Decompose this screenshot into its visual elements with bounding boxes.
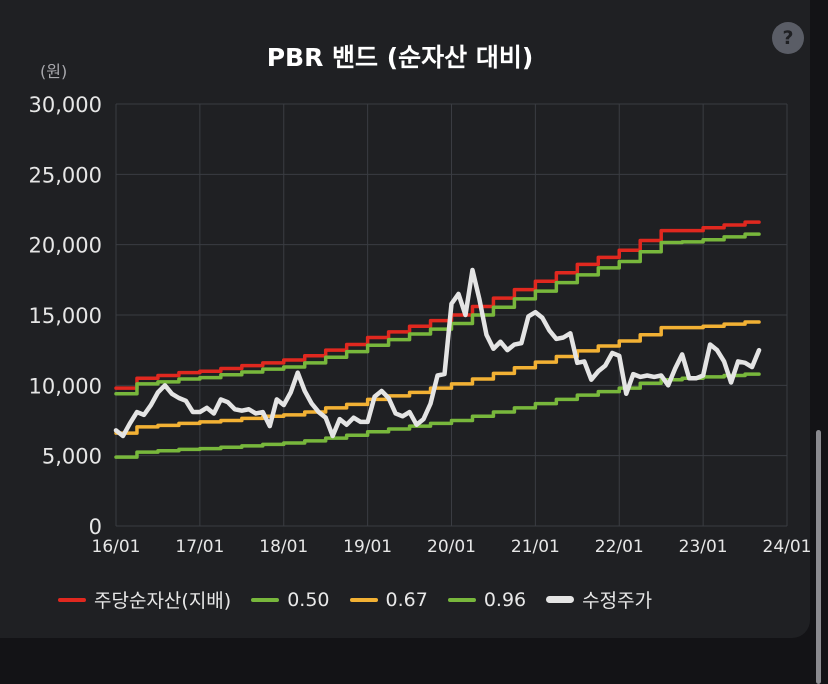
legend-label-pbr-096: 0.96	[483, 588, 527, 611]
y-tick-label: 5,000	[42, 445, 102, 469]
legend-swatch-pbr-050	[251, 597, 280, 602]
x-tick-label: 17/01	[175, 537, 224, 557]
chart-card	[0, 0, 810, 638]
x-tick-label: 16/01	[92, 537, 141, 557]
series-line-2	[114, 320, 761, 435]
help-icon[interactable]: ?	[772, 22, 804, 54]
y-tick-label: 10,000	[29, 374, 102, 398]
legend-label-pbr-067: 0.67	[385, 588, 428, 611]
legend-label-bps: 주당순자산(지배)	[94, 590, 232, 612]
y-tick-label: 15,000	[29, 304, 102, 328]
series-line-3	[114, 232, 761, 396]
legend-swatch-adjusted-price	[546, 596, 575, 603]
legend: 주당순자산(지배) 0.50 0.67 0.96 수정주가	[58, 586, 672, 613]
y-axis-unit: (원)	[40, 62, 68, 81]
x-tick-label: 23/01	[679, 537, 728, 557]
legend-item-adjusted-price[interactable]: 수정주가	[546, 586, 652, 613]
legend-label-adjusted-price: 수정주가	[582, 590, 653, 612]
y-tick-label: 30,000	[29, 93, 102, 117]
series-line-0	[114, 220, 761, 390]
x-tick-label: 18/01	[259, 537, 308, 557]
legend-item-pbr-096[interactable]: 0.96	[447, 588, 527, 611]
y-tick-label: 20,000	[29, 234, 102, 258]
x-tick-label: 24/01	[763, 537, 812, 557]
legend-swatch-pbr-067	[349, 597, 378, 602]
x-tick-label: 19/01	[343, 537, 392, 557]
legend-item-pbr-050[interactable]: 0.50	[251, 588, 330, 611]
legend-item-pbr-067[interactable]: 0.67	[349, 588, 428, 611]
series-line-1	[114, 372, 761, 459]
legend-swatch-bps	[58, 597, 86, 602]
y-tick-label: 25,000	[29, 163, 102, 187]
x-tick-label: 22/01	[595, 537, 644, 557]
y-tick-label: 0	[89, 515, 102, 539]
x-tick-label: 21/01	[511, 537, 560, 557]
legend-item-bps[interactable]: 주당순자산(지배)	[58, 586, 231, 613]
chart-title: PBR 밴드 (순자산 대비)	[266, 43, 534, 72]
x-tick-label: 20/01	[427, 537, 476, 557]
legend-label-pbr-050: 0.50	[287, 588, 330, 611]
series-line-4	[113, 267, 762, 439]
legend-swatch-pbr-096	[447, 597, 476, 602]
scrollbar-thumb[interactable]	[816, 430, 821, 684]
